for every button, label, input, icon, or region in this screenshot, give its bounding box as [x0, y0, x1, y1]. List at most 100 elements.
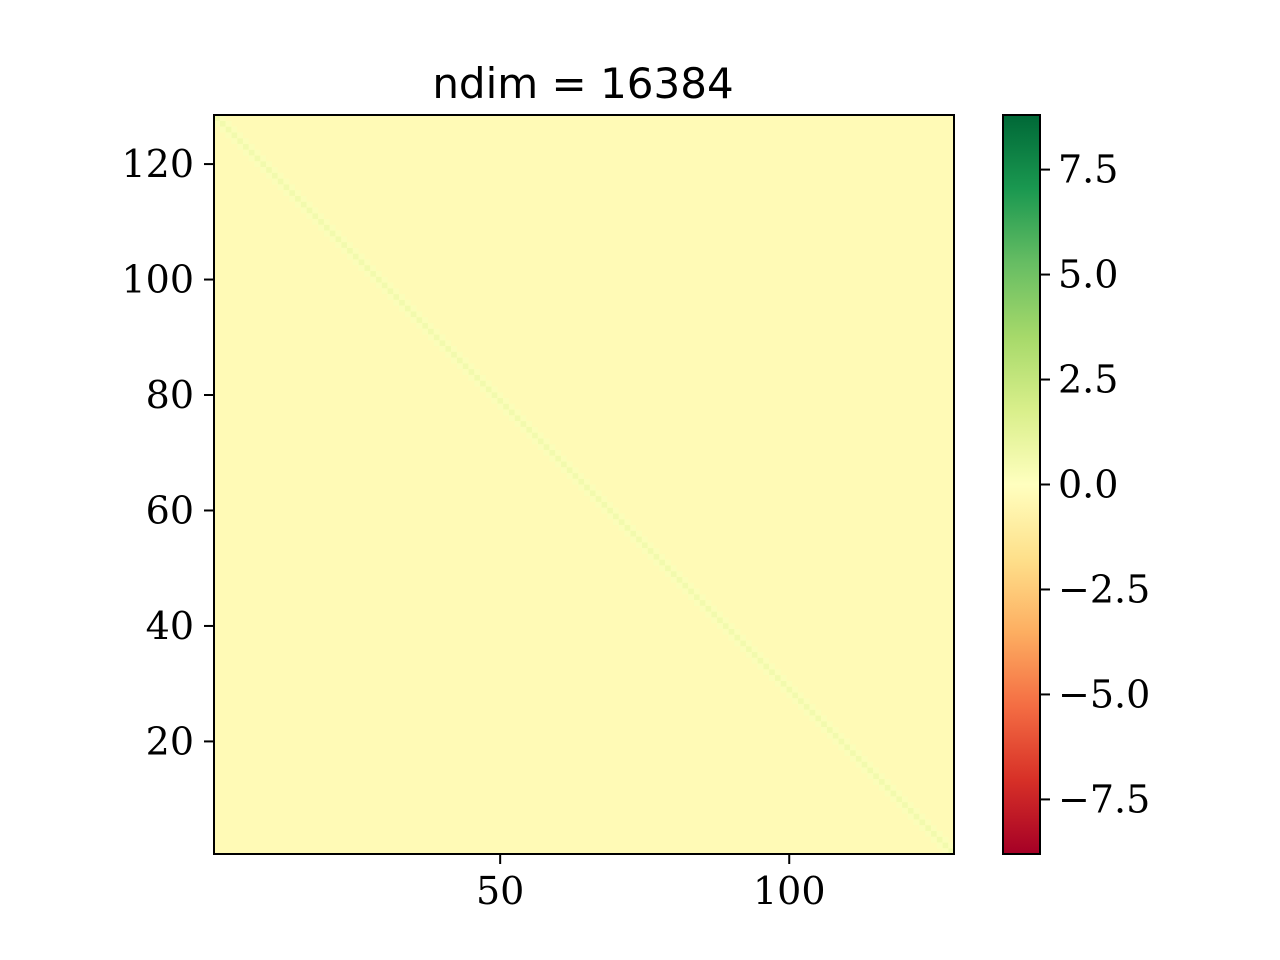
heatmap-cell	[728, 623, 735, 630]
heatmap-cell	[491, 397, 498, 404]
heatmap-cell	[792, 692, 799, 699]
heatmap-cell	[312, 218, 319, 225]
heatmap-cell	[555, 455, 562, 462]
heatmap-cell	[751, 646, 758, 653]
heatmap-cell	[242, 143, 249, 150]
heatmap-cell	[497, 403, 504, 410]
heatmap-cell	[237, 138, 244, 145]
heatmap-cell	[387, 288, 394, 295]
heatmap-cell	[364, 270, 371, 277]
colorbar-tick-label: −5.0	[1058, 672, 1150, 716]
heatmap-cell	[844, 750, 851, 757]
heatmap-cell	[531, 432, 538, 439]
heatmap-cell	[219, 120, 226, 127]
heatmap-cell	[341, 236, 348, 243]
heatmap-cell	[925, 830, 932, 837]
heatmap-cell	[387, 293, 394, 300]
heatmap-cell	[612, 513, 619, 520]
heatmap-cell	[670, 576, 677, 583]
heatmap-cell	[514, 409, 521, 416]
heatmap-cell	[479, 380, 486, 387]
heatmap-cell	[821, 721, 828, 728]
heatmap-cell	[815, 721, 822, 728]
heatmap-cell	[323, 218, 330, 225]
heatmap-cell	[439, 340, 446, 347]
heatmap-cell	[560, 461, 567, 468]
heatmap-cell	[740, 640, 747, 647]
heatmap-cell	[636, 536, 643, 543]
heatmap-cell	[508, 409, 515, 416]
heatmap-cell	[555, 461, 562, 468]
heatmap-cell	[329, 230, 336, 237]
heatmap-cell	[584, 490, 590, 497]
heatmap-cell	[786, 680, 793, 687]
heatmap-cell	[260, 166, 267, 173]
heatmap-cell	[318, 218, 325, 225]
heatmap-cell	[861, 761, 868, 768]
y-axis: 20 40 60 80 100 120	[121, 142, 214, 763]
heatmap-cell	[855, 750, 862, 757]
heatmap-cell	[266, 161, 273, 168]
heatmap-cell	[901, 796, 908, 803]
heatmap-cell	[271, 178, 278, 185]
heatmap-cell	[913, 807, 920, 814]
heatmap-cell	[809, 715, 816, 722]
heatmap-cell	[664, 565, 671, 572]
heatmap-cell	[919, 825, 926, 832]
heatmap-cell	[514, 415, 521, 422]
heatmap-cell	[699, 594, 706, 601]
heatmap-cell	[381, 288, 388, 295]
heatmap-cell	[809, 703, 816, 710]
heatmap-cell	[254, 161, 261, 168]
heatmap-cell	[815, 715, 822, 722]
heatmap-cell	[688, 582, 695, 589]
heatmap-cell	[792, 686, 799, 693]
heatmap-cell	[352, 253, 359, 260]
heatmap-cell	[283, 178, 290, 185]
heatmap-cell	[225, 126, 232, 133]
heatmap-cell	[896, 790, 903, 797]
heatmap-cell	[688, 588, 695, 595]
heatmap-cell	[468, 374, 475, 381]
heatmap-plot-area	[213, 114, 955, 855]
heatmap-cell	[485, 392, 492, 399]
heatmap-cell	[479, 386, 486, 393]
heatmap-cell	[630, 536, 637, 543]
heatmap-cell	[693, 599, 700, 606]
heatmap-cell	[306, 213, 313, 220]
heatmap-cell	[849, 744, 856, 751]
heatmap-cell	[711, 617, 718, 624]
heatmap-cell	[300, 195, 307, 202]
heatmap-cell	[849, 750, 856, 757]
heatmap-cell	[427, 334, 434, 341]
heatmap-cell	[607, 513, 614, 520]
heatmap-cell	[838, 738, 845, 745]
heatmap-cell	[497, 397, 504, 404]
heatmap-cell	[445, 351, 452, 358]
heatmap-cell	[821, 726, 828, 733]
diagonal-band-1	[214, 120, 949, 855]
heatmap-cell	[543, 449, 550, 456]
heatmap-cell	[757, 657, 764, 664]
heatmap-cell	[312, 207, 319, 214]
heatmap-cell	[948, 842, 955, 849]
heatmap-cell	[936, 830, 943, 837]
heatmap-cell	[266, 166, 273, 173]
heatmap-cell	[225, 132, 232, 139]
heatmap-cell	[422, 328, 429, 335]
heatmap-cell	[289, 195, 296, 202]
heatmap-cell	[751, 651, 758, 658]
heatmap-cell	[503, 409, 510, 416]
heatmap-cell	[855, 755, 862, 762]
heatmap-cell	[503, 397, 510, 404]
heatmap-cell	[427, 328, 434, 335]
heatmap-cell	[803, 709, 810, 716]
heatmap-cell	[294, 195, 301, 202]
heatmap-cell	[693, 594, 700, 601]
heatmap-cell	[578, 472, 585, 479]
heatmap-cell	[237, 143, 244, 150]
heatmap-cell	[659, 565, 666, 572]
y-tick-label: 80	[146, 373, 194, 417]
heatmap-cell	[647, 553, 654, 560]
heatmap-cell	[832, 738, 839, 745]
